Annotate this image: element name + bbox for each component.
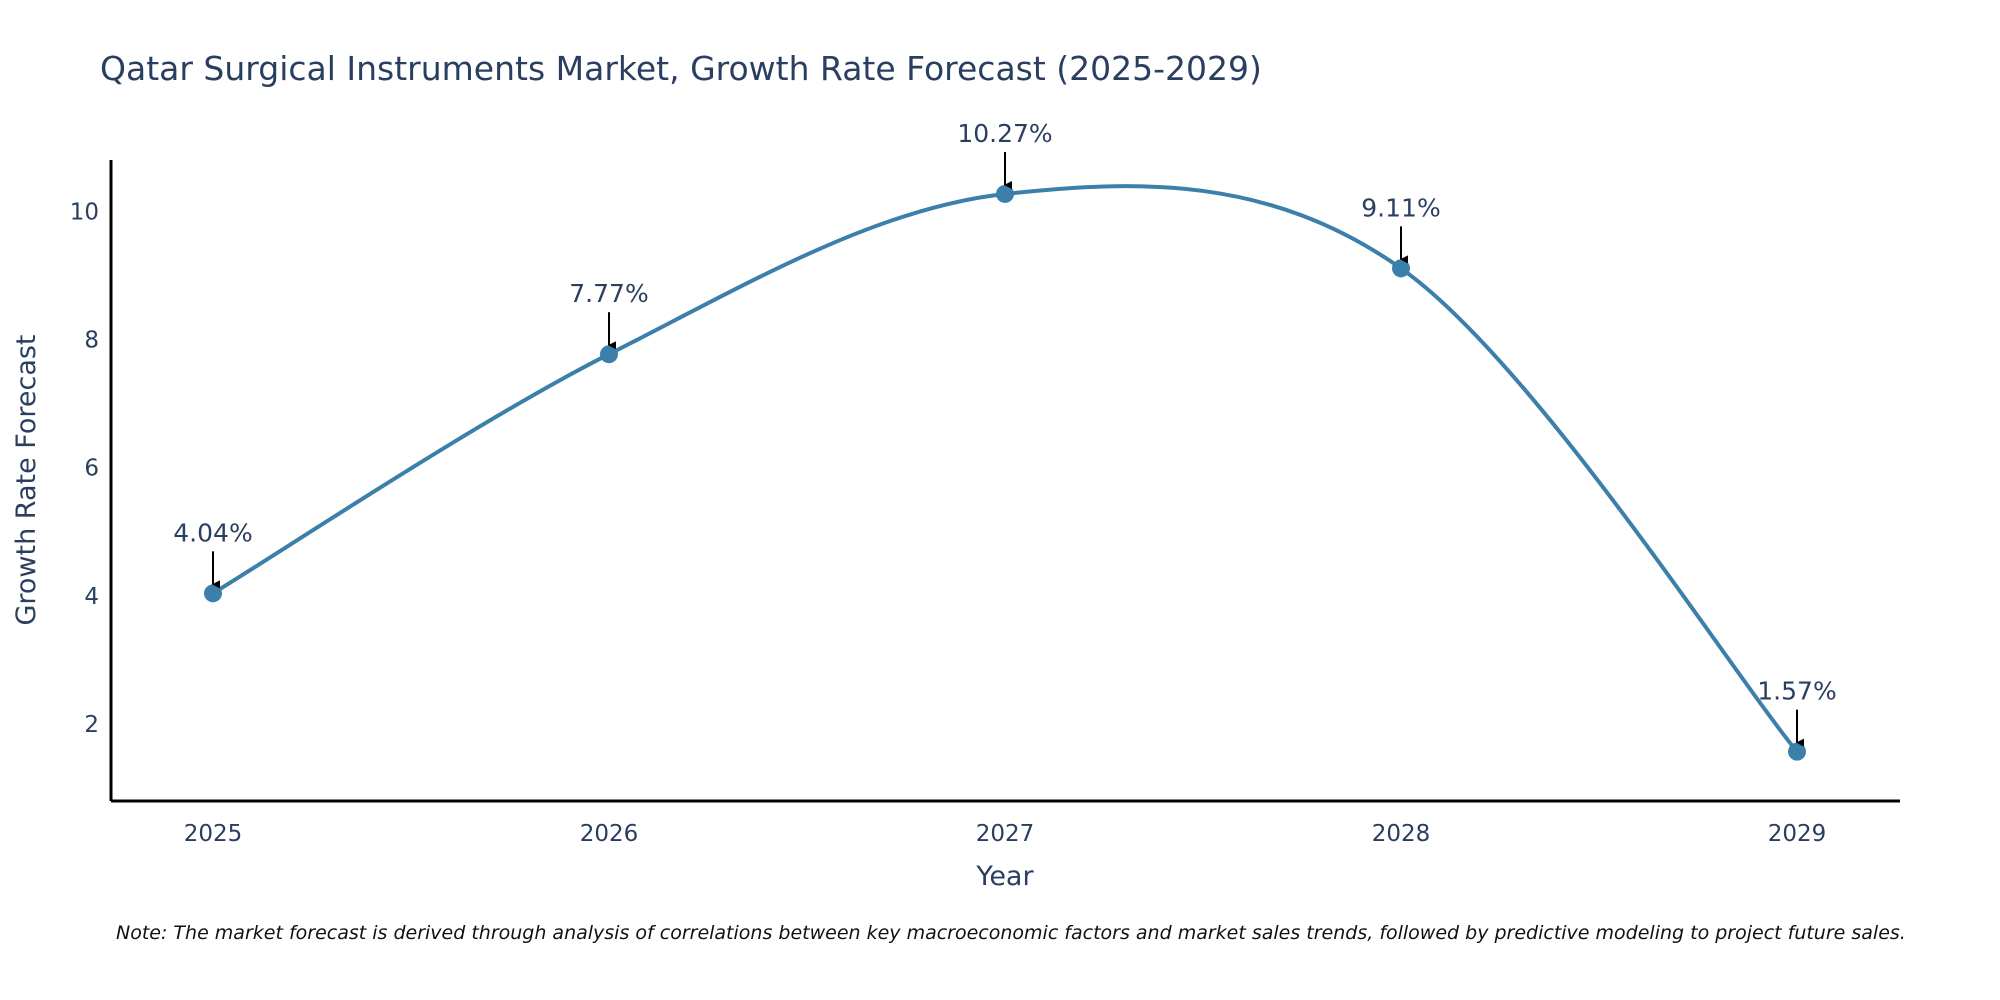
- data-annotations: 4.04% 7.77% 10.27% 9.11% 1.57%: [173, 119, 1837, 747]
- x-tick-label: 2028: [1372, 821, 1431, 847]
- x-tick-label: 2029: [1768, 821, 1827, 847]
- data-label: 4.04%: [173, 518, 252, 547]
- data-point-marker: [1788, 742, 1806, 761]
- data-label: 1.57%: [1757, 677, 1836, 706]
- y-tick-label: 10: [70, 199, 99, 225]
- data-label: 9.11%: [1361, 193, 1440, 222]
- data-point-marker: [600, 345, 618, 364]
- chart-title: Qatar Surgical Instruments Market, Growt…: [100, 49, 1262, 88]
- x-tick-labels: 2025 2026 2027 2028 2029: [184, 821, 1827, 847]
- x-tick-label: 2027: [976, 821, 1035, 847]
- data-point-marker: [204, 584, 222, 603]
- data-point-marker: [1392, 259, 1410, 278]
- growth-rate-line: [211, 184, 1799, 753]
- data-label: 7.77%: [569, 279, 648, 308]
- data-point-marker: [996, 184, 1014, 203]
- y-tick-label: 2: [84, 712, 99, 738]
- data-points: [204, 184, 1806, 761]
- y-tick-label: 4: [84, 584, 99, 610]
- x-axis-title: Year: [975, 861, 1034, 892]
- x-tick-label: 2025: [184, 821, 243, 847]
- data-label: 10.27%: [957, 119, 1052, 148]
- y-tick-labels: 2 4 6 8 10: [70, 199, 99, 738]
- y-tick-label: 6: [84, 456, 99, 482]
- x-tick-label: 2026: [580, 821, 639, 847]
- chart-note: Note: The market forecast is derived thr…: [116, 922, 1906, 944]
- y-axis-title: Growth Rate Forecast: [11, 334, 42, 625]
- y-tick-label: 8: [84, 327, 99, 353]
